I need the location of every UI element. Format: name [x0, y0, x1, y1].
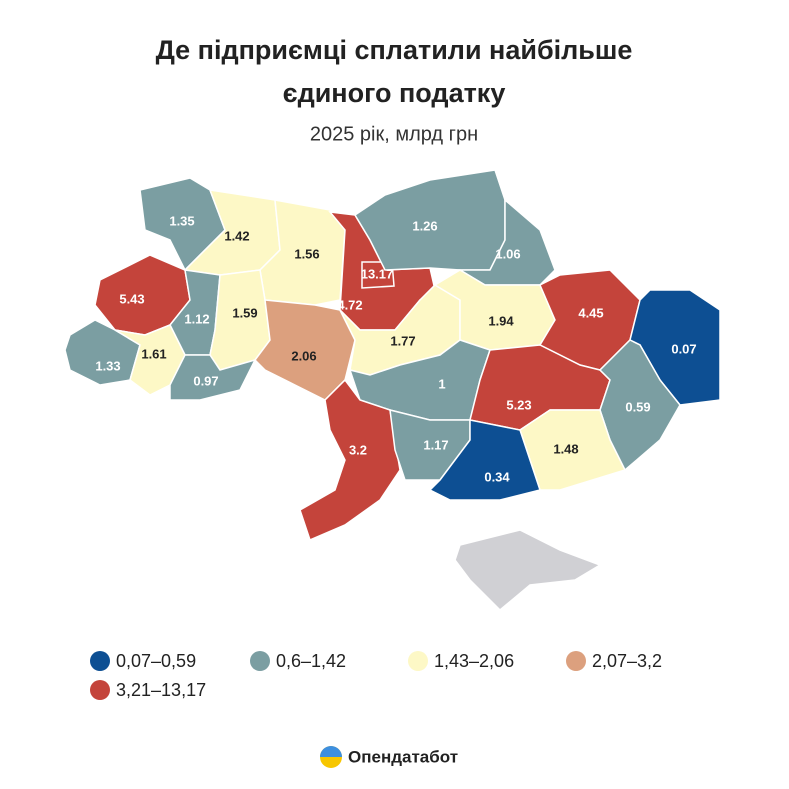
region [169, 354, 257, 401]
brand-logo [320, 746, 342, 768]
legend-swatch [90, 651, 110, 671]
region-value-label: 0.07 [671, 341, 696, 356]
region-value-label: 1.17 [423, 437, 448, 452]
region-value-label: 1.59 [232, 305, 257, 320]
region-value-label: 1.48 [553, 441, 578, 456]
region-value-label: 5.43 [119, 291, 144, 306]
legend-label: 0,6–1,42 [276, 651, 346, 671]
legend-swatch [90, 680, 110, 700]
subtitle: 2025 рік, млрд грн [310, 123, 478, 145]
regions [64, 169, 721, 542]
title-line: Де підприємці сплатили найбільше [156, 35, 633, 65]
region [299, 378, 401, 542]
region-value-label: 13.17 [361, 266, 394, 281]
legend-swatch [408, 651, 428, 671]
region-value-label: 1.35 [169, 213, 194, 228]
region-value-label: 1.56 [294, 246, 319, 261]
region-value-label: 2.06 [291, 348, 316, 363]
region-value-label: 1.06 [495, 246, 520, 261]
region-value-label: 1 [438, 376, 445, 391]
region-value-label: 1.77 [390, 333, 415, 348]
title-line: єдиного податку [283, 78, 506, 108]
region-labels: 1.35 1.42 1.56 4.72 13.17 1.26 1.06 5.43 1.12 1.5… [95, 213, 696, 484]
region-value-label: 5.23 [506, 397, 531, 412]
region-value-label: 1.61 [141, 346, 166, 361]
region-value-label: 1.94 [488, 313, 514, 328]
region [428, 419, 541, 501]
legend-label: 2,07–3,2 [592, 651, 662, 671]
region-value-label: 0.34 [484, 469, 510, 484]
brand-name: Опендатабот [348, 747, 458, 766]
region-value-label: 1.12 [184, 311, 209, 326]
region [598, 339, 681, 472]
region-value-label: 1.33 [95, 358, 120, 373]
region-value-label: 1.42 [224, 228, 249, 243]
region-value-label: 1.26 [412, 218, 437, 233]
region-value-label: 4.45 [578, 305, 603, 320]
region-value-label: 0.97 [193, 373, 218, 388]
region-value-label: 0.59 [625, 399, 650, 414]
legend-label: 3,21–13,17 [116, 680, 206, 700]
legend-label: 1,43–2,06 [434, 651, 514, 671]
legend-swatch [250, 651, 270, 671]
region-value-label: 3.2 [349, 442, 367, 457]
legend-label: 0,07–0,59 [116, 651, 196, 671]
crimea [454, 529, 602, 612]
legend-swatch [566, 651, 586, 671]
region-value-label: 4.72 [337, 297, 362, 312]
